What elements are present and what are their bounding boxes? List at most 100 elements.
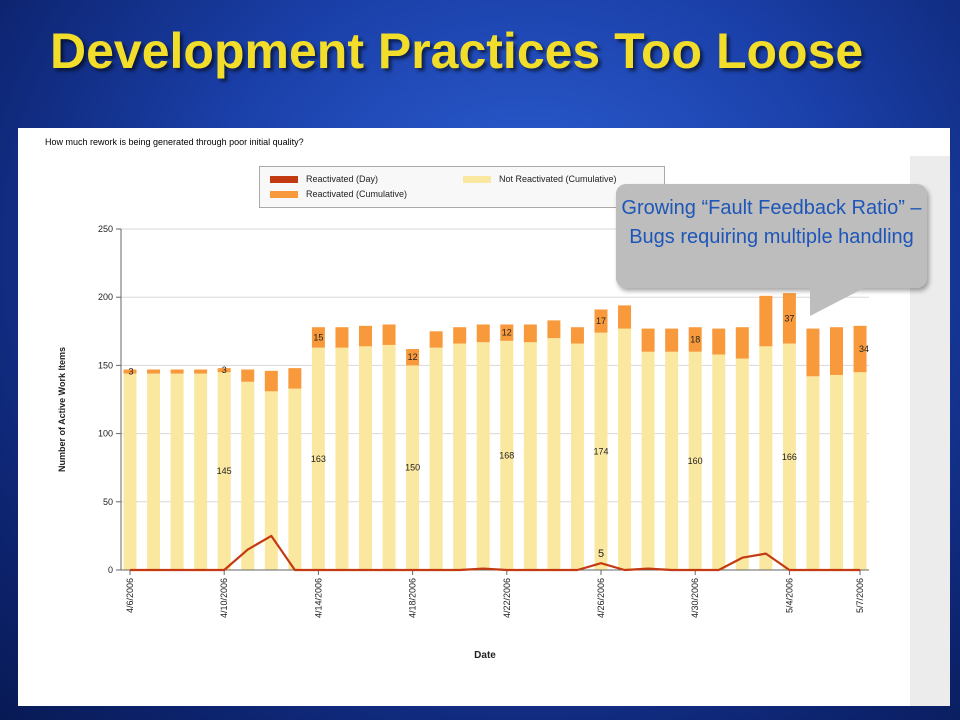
bar-reactivated-cumulative xyxy=(618,305,632,329)
legend-item-reactivated-day: Reactivated (Day) xyxy=(270,174,378,184)
bar-reactivated-cumulative xyxy=(170,369,184,374)
bar-not-reactivated xyxy=(688,351,702,570)
x-tick-label: 4/18/2006 xyxy=(408,578,418,618)
bar-reactivated-cumulative xyxy=(335,327,349,348)
bar-not-reactivated xyxy=(453,343,467,570)
data-label: 168 xyxy=(499,450,514,460)
bar-not-reactivated xyxy=(429,347,443,570)
x-tick-label: 4/26/2006 xyxy=(596,578,606,618)
bar-reactivated-cumulative xyxy=(429,331,443,348)
legend-item-reactivated-cumulative: Reactivated (Cumulative) xyxy=(270,189,407,199)
data-label: 12 xyxy=(502,328,512,338)
bar-reactivated-cumulative xyxy=(594,309,608,333)
bar-not-reactivated xyxy=(759,346,773,570)
callout-box: Growing “Fault Feedback Ratio” – Bugs re… xyxy=(616,184,927,288)
legend-label: Reactivated (Cumulative) xyxy=(306,189,408,199)
bar-reactivated-cumulative xyxy=(382,324,396,345)
bar-not-reactivated xyxy=(500,340,514,570)
bar-reactivated-cumulative xyxy=(523,324,537,343)
bar-reactivated-cumulative xyxy=(288,368,302,389)
x-tick-label: 4/10/2006 xyxy=(219,578,229,618)
x-tick-label: 4/30/2006 xyxy=(690,578,700,618)
bar-not-reactivated xyxy=(311,347,325,570)
bar-not-reactivated xyxy=(665,351,679,570)
bar-not-reactivated xyxy=(170,373,184,570)
bar-not-reactivated xyxy=(241,381,255,570)
bar-not-reactivated xyxy=(618,328,632,570)
bar-not-reactivated xyxy=(217,372,231,570)
data-label: 166 xyxy=(782,452,797,462)
legend-label: Reactivated (Day) xyxy=(306,174,379,184)
bar-reactivated-cumulative xyxy=(359,325,372,347)
data-label: 15 xyxy=(313,332,323,342)
bar-reactivated-cumulative xyxy=(688,327,702,352)
bar-reactivated-cumulative xyxy=(570,327,584,344)
bar-reactivated-cumulative xyxy=(476,324,490,343)
bar-reactivated-cumulative xyxy=(147,369,161,374)
bar-reactivated-cumulative xyxy=(641,328,655,352)
bar-not-reactivated xyxy=(641,351,655,570)
y-tick-label: 200 xyxy=(98,292,113,302)
line-reactivated-day xyxy=(130,534,861,572)
bar-not-reactivated xyxy=(594,332,608,570)
bar-not-reactivated xyxy=(288,388,302,570)
legend-swatch-reactivated-day xyxy=(270,176,298,184)
bar-not-reactivated xyxy=(523,342,537,570)
data-label: 160 xyxy=(688,456,703,466)
data-label: 3 xyxy=(128,367,133,377)
bar-not-reactivated xyxy=(335,347,349,570)
data-label: 34 xyxy=(859,344,869,354)
data-label: 37 xyxy=(784,313,794,323)
bar-reactivated-cumulative xyxy=(806,328,820,377)
bar-not-reactivated xyxy=(123,373,137,570)
x-tick-label: 5/4/2006 xyxy=(784,578,794,613)
bar-not-reactivated xyxy=(382,344,396,570)
data-label: 17 xyxy=(596,316,606,326)
bar-not-reactivated xyxy=(782,343,796,570)
legend-swatch-not-reactivated xyxy=(463,176,491,184)
bar-reactivated-cumulative xyxy=(406,349,420,366)
bar-reactivated-cumulative xyxy=(830,327,843,375)
bar-reactivated-cumulative xyxy=(782,293,796,344)
x-tick-label: 4/22/2006 xyxy=(502,578,512,618)
bar-not-reactivated xyxy=(570,343,584,570)
slide-title: Development Practices Too Loose xyxy=(50,23,864,79)
bar-not-reactivated xyxy=(712,354,726,570)
x-axis-title: Date xyxy=(474,650,496,661)
bar-reactivated-cumulative xyxy=(853,325,867,373)
bar-reactivated-cumulative xyxy=(217,368,231,373)
bar-reactivated-cumulative xyxy=(241,369,255,382)
data-label: 174 xyxy=(593,446,608,456)
bar-reactivated-cumulative xyxy=(500,324,514,341)
bar-reactivated-cumulative xyxy=(547,320,561,339)
legend-label: Not Reactivated (Cumulative) xyxy=(499,174,617,184)
bar-reactivated-cumulative xyxy=(264,370,278,392)
y-tick-label: 50 xyxy=(103,497,113,507)
y-tick-label: 150 xyxy=(98,360,113,370)
data-label: 150 xyxy=(405,463,420,473)
bar-not-reactivated xyxy=(264,391,278,570)
chart-legend: Reactivated (Day) Not Reactivated (Cumul… xyxy=(259,166,665,208)
bar-not-reactivated xyxy=(806,376,820,570)
bar-reactivated-cumulative xyxy=(665,328,679,352)
y-tick-label: 250 xyxy=(98,224,113,234)
bar-not-reactivated xyxy=(359,346,372,570)
bar-reactivated-cumulative xyxy=(123,369,137,374)
data-label: 163 xyxy=(311,454,326,464)
x-tick-label: 4/14/2006 xyxy=(313,578,323,618)
x-tick-label: 5/7/2006 xyxy=(855,578,865,613)
x-tick-label: 4/6/2006 xyxy=(125,578,135,613)
bar-reactivated-cumulative xyxy=(759,295,773,347)
legend-swatch-reactivated-cumulative xyxy=(270,191,298,199)
y-tick-label: 100 xyxy=(98,429,113,439)
data-label: 5 xyxy=(598,548,604,560)
bar-reactivated-cumulative xyxy=(735,327,749,359)
y-axis-title: Number of Active Work Items xyxy=(57,347,67,472)
chart-title: How much rework is being generated throu… xyxy=(45,137,304,147)
y-tick-label: 0 xyxy=(108,565,113,575)
bar-not-reactivated xyxy=(853,372,867,570)
bar-not-reactivated xyxy=(735,358,749,570)
bar-reactivated-cumulative xyxy=(453,327,467,344)
bar-not-reactivated xyxy=(147,373,161,570)
data-label: 145 xyxy=(217,466,232,476)
